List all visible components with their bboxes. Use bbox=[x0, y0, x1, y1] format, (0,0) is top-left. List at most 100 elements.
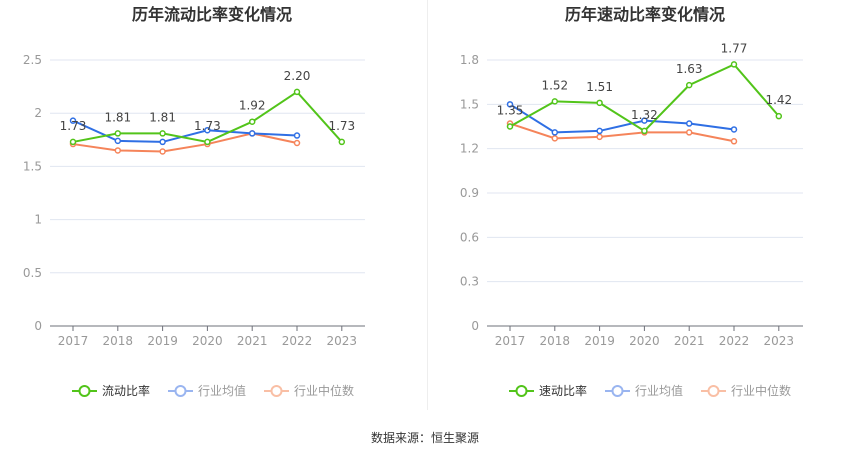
data-point[interactable] bbox=[114, 137, 122, 145]
legend-marker-icon bbox=[78, 385, 91, 397]
data-label: 1.92 bbox=[239, 99, 266, 113]
y-tick-label: 2.5 bbox=[23, 53, 42, 67]
data-point[interactable] bbox=[551, 98, 559, 105]
chart-title: 历年流动比率变化情况 bbox=[132, 5, 292, 24]
data-label: 1.73 bbox=[60, 119, 87, 133]
chart-2: 历年速动比率变化情况 0 0.3 0.6 0.9 1.2 1.5 1.8 2017 2018 201… bbox=[460, 5, 803, 398]
data-label: 1.32 bbox=[631, 108, 658, 122]
data-point[interactable] bbox=[248, 118, 256, 125]
data-label: 1.73 bbox=[194, 119, 221, 133]
legend-marker-icon bbox=[611, 385, 624, 397]
legend-item[interactable]: 流动比率 bbox=[72, 383, 150, 398]
legend-label: 行业均值 bbox=[198, 383, 246, 398]
x-tick-label: 2017 bbox=[495, 334, 526, 348]
y-tick-label: 0.3 bbox=[460, 275, 479, 289]
legend-label: 速动比率 bbox=[539, 383, 587, 398]
data-point[interactable] bbox=[730, 126, 738, 133]
data-point[interactable] bbox=[685, 81, 693, 89]
y-tick-label: 0.9 bbox=[460, 186, 479, 200]
data-label: 1.42 bbox=[765, 93, 792, 107]
data-point[interactable] bbox=[596, 99, 603, 107]
x-tick-label: 2023 bbox=[327, 334, 358, 348]
x-tick-label: 2023 bbox=[764, 334, 795, 348]
data-point[interactable] bbox=[338, 138, 346, 146]
data-point[interactable] bbox=[293, 132, 301, 139]
legend-item[interactable]: 行业中位数 bbox=[264, 383, 354, 398]
data-point[interactable] bbox=[685, 129, 693, 136]
legend-label: 行业中位数 bbox=[731, 383, 791, 398]
data-label: 1.81 bbox=[104, 110, 131, 124]
x-tick-label: 2019 bbox=[147, 334, 178, 348]
legend-label: 行业中位数 bbox=[294, 383, 354, 398]
data-point[interactable] bbox=[69, 117, 77, 124]
data-point[interactable] bbox=[730, 61, 738, 68]
series-line bbox=[509, 122, 735, 143]
series-line bbox=[72, 132, 298, 153]
data-point[interactable] bbox=[248, 130, 256, 137]
data-label: 1.81 bbox=[149, 110, 176, 124]
data-label: 2.20 bbox=[284, 69, 311, 83]
legend-item[interactable]: 速动比率 bbox=[509, 383, 587, 398]
data-label: 1.52 bbox=[541, 78, 568, 92]
y-tick-label: 1.2 bbox=[460, 142, 479, 156]
legend-item[interactable]: 行业中位数 bbox=[701, 383, 791, 398]
data-point[interactable] bbox=[551, 135, 559, 142]
data-point[interactable] bbox=[641, 127, 648, 135]
data-point[interactable] bbox=[506, 101, 514, 108]
data-point[interactable] bbox=[641, 117, 648, 124]
y-tick-label: 0.6 bbox=[460, 230, 479, 244]
data-point[interactable] bbox=[596, 133, 603, 141]
data-point[interactable] bbox=[730, 138, 738, 145]
data-label: 1.77 bbox=[721, 41, 748, 55]
data-point[interactable] bbox=[114, 147, 122, 154]
data-point[interactable] bbox=[775, 112, 783, 120]
data-point[interactable] bbox=[204, 126, 211, 134]
x-tick-label: 2021 bbox=[237, 334, 268, 348]
data-point[interactable] bbox=[293, 88, 301, 96]
legend-marker-icon bbox=[707, 385, 720, 397]
data-point[interactable] bbox=[114, 130, 122, 137]
chart-title: 历年速动比率变化情况 bbox=[565, 5, 725, 24]
data-point[interactable] bbox=[506, 123, 514, 130]
data-source: 数据来源：恒生聚源 bbox=[370, 431, 479, 445]
legend-label: 行业均值 bbox=[635, 383, 683, 398]
x-tick-label: 2018 bbox=[540, 334, 571, 348]
legend-marker-icon bbox=[174, 385, 187, 397]
legend-label: 流动比率 bbox=[102, 383, 150, 398]
x-tick-label: 2020 bbox=[192, 334, 223, 348]
x-tick-label: 2020 bbox=[629, 334, 660, 348]
y-tick-label: 2 bbox=[34, 106, 42, 120]
x-tick-label: 2017 bbox=[58, 334, 89, 348]
data-point[interactable] bbox=[159, 138, 166, 146]
y-tick-label: 1.5 bbox=[460, 97, 479, 111]
data-point[interactable] bbox=[293, 139, 301, 147]
data-point[interactable] bbox=[159, 130, 166, 137]
series-line bbox=[509, 103, 735, 134]
data-label: 1.63 bbox=[676, 62, 703, 76]
data-point[interactable] bbox=[159, 148, 166, 155]
legend-marker-icon bbox=[515, 385, 528, 397]
series-line bbox=[72, 119, 298, 143]
x-tick-label: 2021 bbox=[674, 334, 705, 348]
chart-1: 历年流动比率变化情况 0 0.5 1 1.5 2 2.5 2017 2018 2019 2020 20… bbox=[23, 5, 365, 398]
data-point[interactable] bbox=[685, 120, 693, 127]
legend-item[interactable]: 行业均值 bbox=[168, 383, 246, 398]
data-label: 1.35 bbox=[497, 104, 524, 118]
legend-item[interactable]: 行业均值 bbox=[605, 383, 683, 398]
data-point[interactable] bbox=[204, 138, 211, 146]
data-point[interactable] bbox=[551, 129, 559, 136]
x-tick-label: 2022 bbox=[282, 334, 313, 348]
data-point[interactable] bbox=[596, 127, 603, 135]
data-point[interactable] bbox=[69, 138, 77, 146]
x-tick-label: 2019 bbox=[584, 334, 615, 348]
x-tick-label: 2022 bbox=[719, 334, 750, 348]
y-tick-label: 0 bbox=[471, 319, 479, 333]
chart-divider bbox=[427, 0, 428, 410]
x-tick-label: 2018 bbox=[103, 334, 134, 348]
legend-marker-icon bbox=[270, 385, 283, 397]
data-label: 1.51 bbox=[586, 80, 613, 94]
y-tick-label: 1.8 bbox=[460, 53, 479, 67]
y-tick-label: 0 bbox=[34, 319, 42, 333]
y-tick-label: 1.5 bbox=[23, 159, 42, 173]
